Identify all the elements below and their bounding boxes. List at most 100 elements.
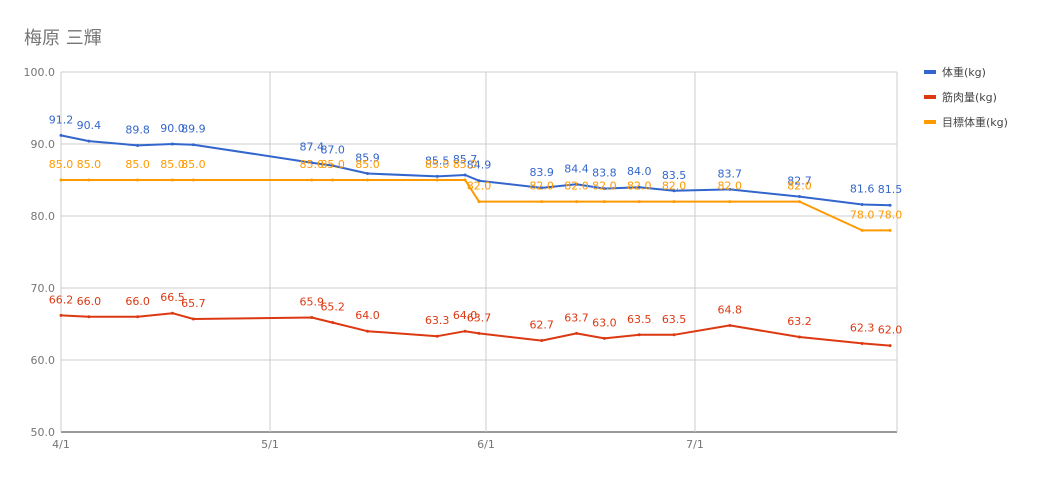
data-point xyxy=(366,178,370,182)
data-point xyxy=(170,178,174,182)
data-point xyxy=(728,187,732,191)
data-label: 63.0 xyxy=(592,316,617,329)
y-tick-label: 70.0 xyxy=(31,282,56,295)
data-point xyxy=(435,334,439,338)
data-label: 84.0 xyxy=(627,165,652,178)
data-label: 85.0 xyxy=(125,158,150,171)
y-tick-label: 90.0 xyxy=(31,138,56,151)
data-label: 84.9 xyxy=(467,159,492,172)
data-label: 78.0 xyxy=(878,208,903,221)
data-label: 85.0 xyxy=(49,158,74,171)
data-label: 83.9 xyxy=(529,166,554,179)
data-label: 87.4 xyxy=(300,141,325,154)
legend-label: 筋肉量(kg) xyxy=(942,90,997,104)
data-label: 85.7 xyxy=(453,153,478,166)
data-label: 85.0 xyxy=(300,158,325,171)
data-point xyxy=(575,200,579,204)
data-label: 63.3 xyxy=(425,314,450,327)
data-label: 85.5 xyxy=(425,154,450,167)
data-label: 65.2 xyxy=(320,301,345,314)
data-point xyxy=(888,228,892,232)
y-tick-label: 80.0 xyxy=(31,210,56,223)
data-label: 85.0 xyxy=(355,158,380,171)
data-label: 66.0 xyxy=(77,295,102,308)
data-label: 63.2 xyxy=(787,315,812,328)
data-label: 82.0 xyxy=(662,180,687,193)
data-point xyxy=(463,178,467,182)
data-point xyxy=(540,186,544,190)
data-point xyxy=(540,200,544,204)
data-point xyxy=(463,329,467,333)
series-line xyxy=(60,312,891,347)
y-tick-label: 60.0 xyxy=(31,354,56,367)
data-label: 62.0 xyxy=(878,324,903,337)
data-label: 66.2 xyxy=(49,293,74,306)
data-point xyxy=(672,189,676,193)
data-point xyxy=(59,133,63,137)
data-point xyxy=(366,329,370,333)
data-point xyxy=(331,321,335,325)
data-label: 87.0 xyxy=(320,144,345,157)
data-point xyxy=(87,139,91,143)
data-label: 82.0 xyxy=(467,180,492,193)
data-point xyxy=(435,178,439,182)
data-label: 83.7 xyxy=(718,167,743,180)
data-point xyxy=(136,143,140,147)
data-label: 84.4 xyxy=(564,162,589,175)
x-tick-label: 5/1 xyxy=(261,438,279,451)
data-label: 91.2 xyxy=(49,113,74,126)
x-tick-label: 6/1 xyxy=(477,438,495,451)
data-label: 65.7 xyxy=(181,297,206,310)
data-point xyxy=(575,331,579,335)
data-point xyxy=(170,311,174,315)
data-label: 64.0 xyxy=(453,309,478,322)
data-point xyxy=(602,336,606,340)
data-point xyxy=(888,203,892,207)
data-point xyxy=(797,335,801,339)
data-point xyxy=(860,202,864,206)
data-label: 83.5 xyxy=(662,169,687,182)
data-point xyxy=(59,178,63,182)
data-point xyxy=(797,200,801,204)
legend-label: 体重(kg) xyxy=(942,65,986,79)
data-point xyxy=(575,182,579,186)
data-point xyxy=(797,195,801,199)
data-label: 66.5 xyxy=(160,291,185,304)
data-label: 85.9 xyxy=(355,152,380,165)
data-label: 82.0 xyxy=(718,180,743,193)
data-label: 63.5 xyxy=(662,313,687,326)
legend-swatch xyxy=(924,70,936,74)
data-point xyxy=(602,187,606,191)
data-point xyxy=(87,315,91,319)
data-label: 89.8 xyxy=(125,123,150,136)
data-point xyxy=(191,178,195,182)
data-point xyxy=(477,200,481,204)
data-point xyxy=(540,339,544,343)
data-point xyxy=(331,178,335,182)
data-point xyxy=(191,143,195,147)
data-label: 82.0 xyxy=(592,180,617,193)
data-point xyxy=(136,178,140,182)
legend-swatch xyxy=(924,95,936,99)
data-point xyxy=(860,341,864,345)
data-label: 85.0 xyxy=(425,158,450,171)
data-label: 82.0 xyxy=(787,180,812,193)
data-point xyxy=(477,331,481,335)
data-label: 63.7 xyxy=(467,311,492,324)
data-label: 82.0 xyxy=(529,180,554,193)
data-point xyxy=(672,333,676,337)
data-point xyxy=(191,317,195,321)
data-label: 82.7 xyxy=(787,175,812,188)
legend-label: 目標体重(kg) xyxy=(942,115,1008,129)
data-point xyxy=(435,174,439,178)
data-point xyxy=(59,313,63,317)
data-label: 85.0 xyxy=(453,158,478,171)
data-label: 82.0 xyxy=(564,180,589,193)
data-label: 63.5 xyxy=(627,313,652,326)
data-label: 85.0 xyxy=(77,158,102,171)
data-point xyxy=(463,173,467,177)
data-point xyxy=(331,164,335,168)
data-point xyxy=(136,315,140,319)
data-label: 65.9 xyxy=(300,296,325,309)
